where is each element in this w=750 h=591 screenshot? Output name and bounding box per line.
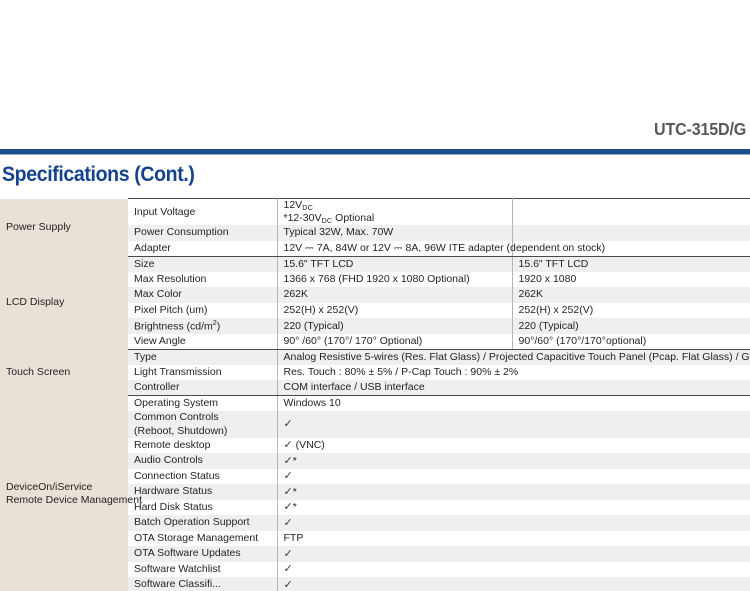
spec-item-label: Size xyxy=(128,255,278,272)
table-row: Pixel Pitch (um) 252(H) x 252(V) 252(H) x … xyxy=(0,302,750,319)
spec-item-label: Software Watchlist xyxy=(128,561,278,578)
spec-value: ✓ xyxy=(277,411,750,438)
spec-value-alt: 15.6" TFT LCD xyxy=(512,255,750,272)
spec-item-label: Common Controls (Reboot, Shutdown) xyxy=(128,411,278,438)
spec-value: 12VDC *12-30VDC Optional xyxy=(277,198,513,226)
spec-item-label: Power Consumption xyxy=(128,225,278,241)
spec-item-label: Max Resolution xyxy=(128,271,278,288)
table-row: Remote desktop ✓ (VNC) xyxy=(0,437,750,454)
spec-item-label: Batch Operation Support xyxy=(128,515,278,531)
spec-item-label: Max Color xyxy=(128,287,278,303)
spec-value-alt xyxy=(512,198,750,226)
table-row: Touch Screen Type Analog Resistive 5-wires… xyxy=(0,348,750,396)
spec-value-alt xyxy=(512,225,750,241)
product-title: UTC-315D/G xyxy=(653,119,746,139)
table-row: Software Watchlist ✓ xyxy=(0,561,750,578)
spec-value-alt: 220 (Typical) xyxy=(512,318,750,334)
spec-value-alt xyxy=(512,240,750,257)
spec-item-label: Software Classifi... xyxy=(128,577,278,591)
spec-item-label: Connection Status xyxy=(128,468,278,485)
table-row: DeviceOn/iService Remote Device Managemen… xyxy=(0,395,750,591)
table-row: Power Supply Input Voltage 12VDC *12-30VDC … xyxy=(0,198,750,257)
spec-value: 220 (Typical) xyxy=(277,318,513,334)
spec-item-label: Input Voltage xyxy=(128,198,278,226)
spec-value-alt: 262K xyxy=(512,287,750,303)
spec-item-label: Light Transmission xyxy=(128,364,278,381)
spec-value: 252(H) x 252(V) xyxy=(277,302,513,319)
table-row: LCD Display Size 15.6" TFT LCD 15.6" TFT LC… xyxy=(0,255,750,350)
spec-value: ✓ (VNC) xyxy=(277,437,750,454)
header-rule-thin xyxy=(0,154,750,155)
spec-group-label: Power Supply xyxy=(0,198,128,257)
spec-value: Res. Touch : 80% ± 5% / P-Cap Touch : 90… xyxy=(277,364,750,381)
spec-item-label: Adapter xyxy=(128,240,278,257)
spec-value: 262K xyxy=(277,287,513,303)
spec-group-label: DeviceOn/iService Remote Device Managemen… xyxy=(0,395,142,591)
spec-value: ✓* xyxy=(277,484,750,500)
spec-item-label: Remote desktop xyxy=(128,437,278,454)
spec-item-label: Type xyxy=(128,348,278,365)
spec-value: 12V ⎓ 7A, 84W or 12V ⎓ 8A, 96W ITE adapt… xyxy=(277,240,605,257)
spec-item-label: Controller xyxy=(128,380,278,397)
spec-value: Typical 32W, Max. 70W xyxy=(277,225,513,241)
spec-item-label: View Angle xyxy=(128,333,278,350)
table-row: Brightness (cd/m2) 220 (Typical) 220 (Typi… xyxy=(0,318,750,334)
spec-item-label: Audio Controls xyxy=(128,453,278,469)
spec-item-label: OTA Storage Management xyxy=(128,530,278,547)
spec-value-alt: 252(H) x 252(V) xyxy=(512,302,750,319)
table-row: Power Consumption Typical 32W, Max. 70W xyxy=(0,225,750,241)
table-row: Software Classifi... ✓ xyxy=(0,577,750,591)
spec-value: FTP xyxy=(277,530,750,547)
spec-item-label: Hardware Status xyxy=(128,484,278,500)
spec-value: 1366 x 768 (FHD 1920 x 1080 Optional) xyxy=(277,271,513,288)
spec-item-label: Pixel Pitch (um) xyxy=(128,302,278,319)
spec-value-alt: 90°/60° (170°/170°optional) xyxy=(512,333,750,350)
spec-value: 90° /60° (170°/ 170° Optional) xyxy=(277,333,513,350)
spec-value: Windows 10 xyxy=(277,395,750,412)
spec-value: ✓ xyxy=(277,515,750,531)
spec-item-label: Hard Disk Status xyxy=(128,499,278,516)
table-row: Controller COM interface / USB interface xyxy=(0,380,750,397)
spec-value: ✓ xyxy=(277,468,750,485)
spec-value-alt: 1920 x 1080 xyxy=(512,271,750,288)
table-row: Hard Disk Status ✓* xyxy=(0,499,750,516)
table-row: OTA Software Updates ✓ xyxy=(0,546,750,562)
spec-item-label: Brightness (cd/m2) xyxy=(128,318,278,334)
spec-group-label: Touch Screen xyxy=(0,349,128,396)
spec-value: ✓ xyxy=(277,577,750,591)
spec-item-label: OTA Software Updates xyxy=(128,546,278,562)
spec-value: ✓* xyxy=(277,499,750,516)
specifications-table: Power Supply Input Voltage 12VDC *12-30VDC … xyxy=(0,198,750,591)
table-row: Common Controls (Reboot, Shutdown) ✓ xyxy=(0,411,750,438)
header-rule xyxy=(0,149,750,154)
spec-item-label: Operating System xyxy=(128,395,278,412)
spec-value: ✓* xyxy=(277,453,750,469)
table-row: Connection Status ✓ xyxy=(0,468,750,485)
table-row: Light Transmission Res. Touch : 80% ± 5% … xyxy=(0,364,750,381)
table-row: Max Color 262K 262K xyxy=(0,287,750,303)
specifications-table-body: Power Supply Input Voltage 12VDC *12-30VDC … xyxy=(0,198,750,591)
spec-value: ✓ xyxy=(277,546,750,562)
spec-value: COM interface / USB interface xyxy=(277,380,750,397)
table-row: Audio Controls ✓* xyxy=(0,453,750,469)
spec-group-label: LCD Display xyxy=(0,256,128,350)
spec-value: ✓ xyxy=(277,561,750,578)
table-row: View Angle 90° /60° (170°/ 170° Optional)… xyxy=(0,333,750,350)
spec-value: Analog Resistive 5-wires (Res. Flat Glas… xyxy=(277,348,750,365)
spec-value: 15.6" TFT LCD xyxy=(277,255,513,272)
table-row: Hardware Status ✓* xyxy=(0,484,750,500)
table-row: Adapter 12V ⎓ 7A, 84W or 12V ⎓ 8A, 96W IT… xyxy=(0,240,750,257)
table-row: Max Resolution 1366 x 768 (FHD 1920 x 108… xyxy=(0,271,750,288)
table-row: Batch Operation Support ✓ xyxy=(0,515,750,531)
page-title: Specifications (Cont.) xyxy=(2,163,195,186)
table-row: OTA Storage Management FTP xyxy=(0,530,750,547)
